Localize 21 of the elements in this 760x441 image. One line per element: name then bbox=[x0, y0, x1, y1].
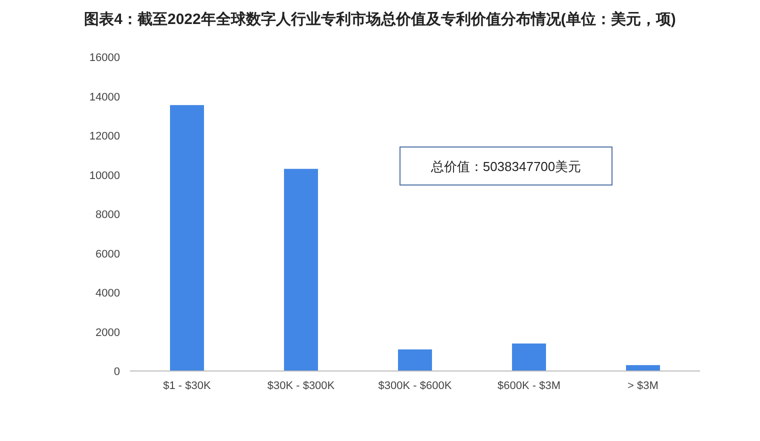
y-tick-label: 0 bbox=[114, 366, 120, 378]
x-tick-label: $300K - $600K bbox=[378, 380, 452, 392]
y-tick-label: 8000 bbox=[96, 209, 120, 221]
y-tick-label: 10000 bbox=[89, 170, 120, 182]
y-tick-label: 6000 bbox=[96, 248, 120, 260]
bar bbox=[170, 105, 204, 371]
x-tick-label: $600K - $3M bbox=[498, 380, 560, 392]
y-tick-label: 4000 bbox=[96, 288, 120, 300]
bar bbox=[512, 344, 546, 371]
y-tick-label: 14000 bbox=[89, 91, 120, 104]
y-tick-label: 12000 bbox=[89, 130, 120, 142]
x-tick-label: $1 - $30K bbox=[163, 380, 212, 392]
chart-title: 图表4：截至2022年全球数字人行业专利市场总价值及专利价值分布情况(单位：美元，项) bbox=[84, 10, 676, 28]
bar bbox=[284, 168, 318, 371]
annotation: 总价值：5038347700美元 bbox=[430, 159, 582, 174]
y-tick-label: 2000 bbox=[96, 326, 120, 339]
y-tick-label: 16000 bbox=[89, 52, 120, 64]
x-tick-label: > $3M bbox=[628, 380, 658, 392]
bar bbox=[626, 365, 660, 371]
x-tick-label: $30K - $300K bbox=[267, 380, 336, 392]
bar bbox=[398, 349, 432, 371]
